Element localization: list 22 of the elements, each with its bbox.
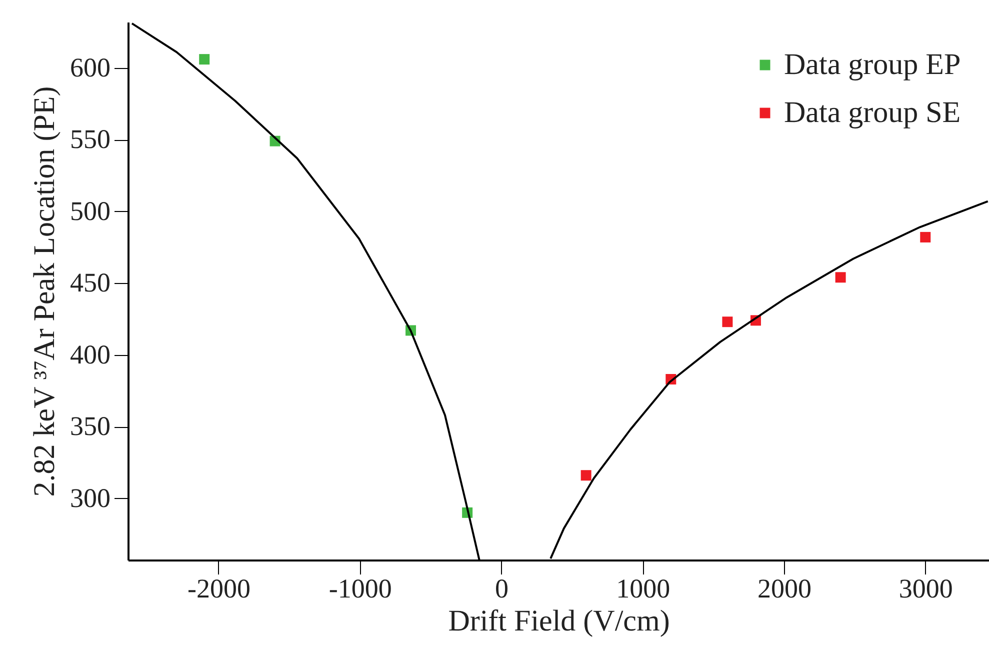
point [835, 272, 846, 283]
y-tick-label: 550 [70, 124, 110, 154]
y-tick-label: 300 [70, 482, 110, 513]
point [580, 470, 592, 481]
x-tick-label: -1000 [328, 574, 392, 604]
x-tick-label: 3000 [898, 574, 953, 604]
x-tick-label: -2000 [187, 574, 250, 604]
legend-label: Data group SE [784, 96, 961, 129]
y-tick-label: 500 [70, 196, 110, 226]
point [199, 54, 210, 65]
x-tick-label: 2000 [758, 574, 812, 604]
x-tick-label: 0 [494, 574, 508, 604]
legend-label: Data group EP [784, 48, 961, 81]
y-tick-label: 400 [70, 339, 110, 370]
point [722, 316, 733, 328]
x-tick-label: 1000 [616, 574, 670, 604]
x-axis-title: Drift Field (V/cm) [448, 604, 670, 638]
y-tick-label: 600 [70, 52, 110, 82]
y-axis-title: 2.82 keV ³⁷Ar Peak Location (PE) [28, 86, 61, 497]
point [920, 232, 931, 242]
y-tick-label: 450 [70, 268, 110, 298]
y-tick-label: 350 [70, 411, 110, 442]
